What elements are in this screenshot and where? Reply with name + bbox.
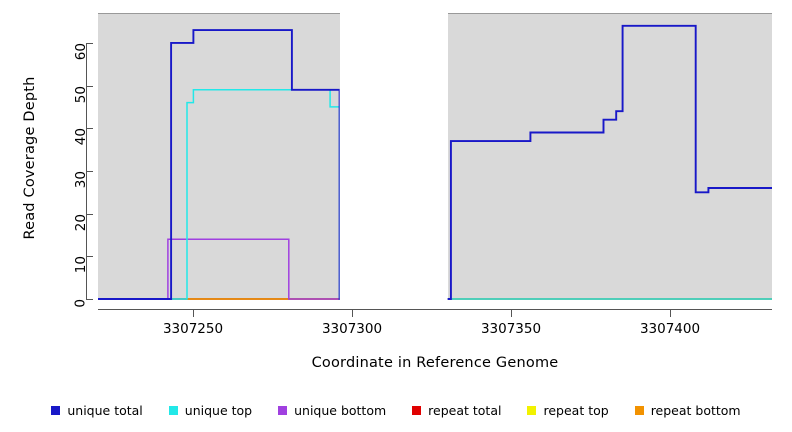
- legend-item-repeat-total[interactable]: repeat total: [412, 403, 501, 418]
- legend-item-unique-bottom[interactable]: unique bottom: [278, 403, 386, 418]
- y-tick-mark: [86, 128, 93, 129]
- legend-label: unique total: [67, 402, 143, 418]
- y-axis-line: [86, 42, 87, 299]
- y-tick-label: 60: [73, 43, 89, 61]
- legend-label: repeat top: [543, 402, 609, 418]
- x-tick-label: 3307400: [639, 321, 701, 337]
- x-tick-label: 3307250: [162, 321, 224, 337]
- legend-item-unique-total[interactable]: unique total: [51, 402, 143, 418]
- x-axis-line: [98, 309, 772, 310]
- legend-item-repeat-bottom[interactable]: repeat bottom: [634, 402, 741, 418]
- y-tick-mark: [86, 86, 93, 87]
- plot-area: 0 10 20 30 40 50 60 3307250 3307300 3307350 33074…: [22, 13, 772, 371]
- y-tick-label: 30: [73, 171, 89, 189]
- legend-swatch-icon: [168, 405, 178, 415]
- legend-label: unique top: [184, 402, 253, 418]
- series-line-unique-bottom: [447, 25, 772, 300]
- legend-swatch-icon: [634, 405, 644, 415]
- legend-swatch-icon: [278, 405, 288, 415]
- legend-swatch-icon: [412, 405, 422, 415]
- legend-label: unique bottom: [294, 402, 387, 418]
- x-tick-mark: [511, 310, 512, 317]
- panel-top-border-left: [98, 13, 340, 14]
- y-tick-label: 0: [73, 299, 89, 308]
- y-tick-mark: [86, 43, 93, 44]
- x-tick-label: 3307300: [321, 321, 383, 337]
- series-lines: [98, 24, 772, 300]
- x-axis-label: Coordinate in Reference Genome: [311, 355, 559, 371]
- x-tick-mark: [352, 310, 353, 317]
- x-tick-mark: [670, 310, 671, 317]
- y-tick-label: 40: [73, 128, 89, 146]
- legend-swatch-icon: [51, 405, 61, 415]
- series-line-unique-top: [447, 298, 772, 300]
- y-tick-label: 50: [73, 86, 89, 104]
- panel-background-left: [98, 13, 340, 299]
- y-axis-label: Read Coverage Depth: [22, 76, 38, 240]
- chart-legend: unique total unique top unique bottom repea…: [0, 398, 792, 422]
- series-line-unique-total: [98, 29, 340, 300]
- y-tick-mark: [86, 256, 93, 257]
- series-line-unique-total: [447, 24, 772, 300]
- y-tick-mark: [86, 171, 93, 172]
- x-tick-label: 3307350: [480, 321, 542, 337]
- panel-background-right: [447, 13, 772, 299]
- y-tick-mark: [86, 214, 93, 215]
- legend-item-repeat-top[interactable]: repeat top: [527, 402, 609, 418]
- plot-panel: [98, 13, 772, 300]
- series-line-unique-top: [98, 89, 340, 300]
- legend-label: repeat bottom: [650, 402, 741, 418]
- legend-swatch-icon: [527, 405, 537, 415]
- y-tick-mark: [86, 299, 93, 300]
- y-tick-label: 10: [73, 256, 89, 274]
- y-tick-label: 20: [73, 214, 89, 232]
- legend-item-unique-top[interactable]: unique top: [168, 402, 253, 418]
- panel-top-border-right: [447, 13, 772, 14]
- legend-label: repeat total: [428, 402, 502, 418]
- series-line-unique-bottom: [98, 238, 340, 300]
- x-tick-mark: [193, 310, 194, 317]
